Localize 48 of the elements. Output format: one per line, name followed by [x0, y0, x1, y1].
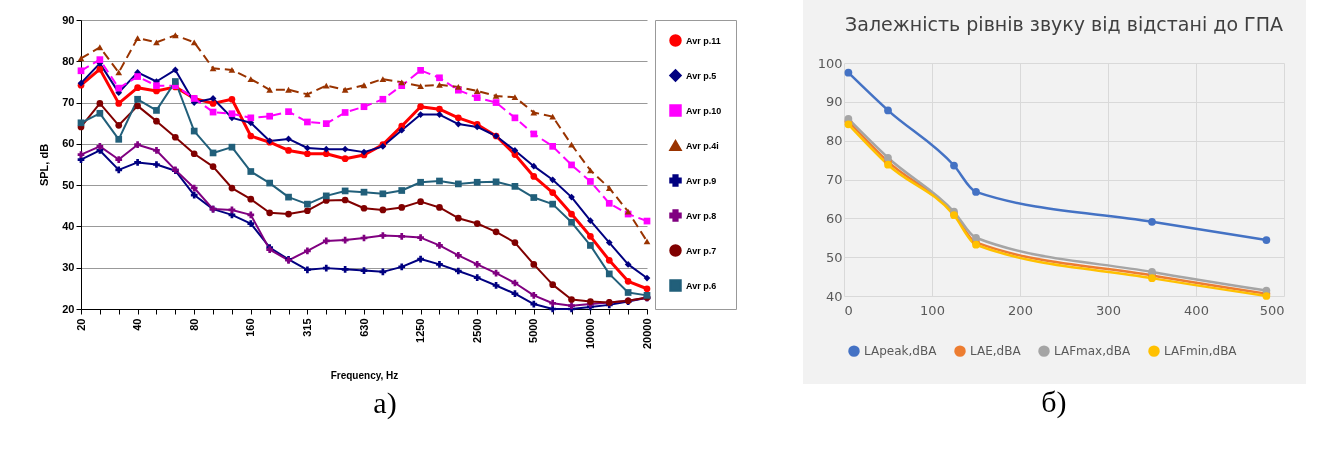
x-tick-label: 10000 — [583, 318, 596, 350]
x-tick-label: 315 — [300, 318, 313, 337]
x-tick-label: 400 — [1183, 302, 1209, 318]
y-tick-label: 40 — [61, 219, 74, 232]
legend-label: Avr p.4i — [685, 140, 719, 151]
text: а) — [373, 386, 397, 419]
x-tick-label: 80 — [187, 318, 200, 331]
x-tick-label: 5000 — [526, 318, 539, 343]
legend-label: Avr p.6 — [685, 280, 716, 291]
chart-title: Залежність рівнів звуку від відстані до ГПА — [844, 13, 1283, 35]
y-tick-label: 60 — [61, 137, 74, 150]
legend-label: Avr p.9 — [685, 175, 716, 186]
x-tick-label: 2500 — [470, 318, 483, 343]
text: б) — [1041, 385, 1067, 418]
y-tick-label: 30 — [61, 261, 74, 274]
y-tick-label: 60 — [825, 210, 842, 226]
y-tick-label: 50 — [61, 178, 74, 191]
x-tick-label: 160 — [243, 318, 256, 337]
legend-label: Avr p.8 — [685, 210, 716, 221]
y-tick-label: 90 — [61, 13, 74, 26]
x-tick-label: 0 — [844, 302, 853, 318]
y-tick-label: 40 — [825, 288, 842, 304]
x-tick-label: 200 — [1007, 302, 1033, 318]
y-tick-label: 80 — [825, 133, 842, 149]
x-tick-label: 300 — [1095, 302, 1121, 318]
x-axis-title: Frequency, Hz — [330, 370, 398, 382]
y-tick-label: 50 — [825, 249, 842, 265]
legend-label: Avr p.5 — [685, 70, 716, 81]
x-tick-label: 20 — [74, 318, 86, 331]
legend-label: Avr p.7 — [685, 245, 716, 256]
y-tick-label: 80 — [61, 54, 74, 67]
x-tick-label: 500 — [1259, 302, 1284, 318]
legend-label: LAFmin,dBA — [1163, 344, 1237, 359]
legend-label: LApeak,dBA — [863, 344, 937, 359]
y-tick-label: 70 — [825, 172, 842, 187]
x-tick-label: 20000 — [640, 318, 652, 350]
legend-label: LAFmax,dBA — [1053, 344, 1131, 359]
x-tick-label: 40 — [130, 318, 143, 331]
x-tick-label: 630 — [357, 318, 369, 337]
legend-label: Avr p.10 — [685, 105, 721, 116]
y-tick-label: 70 — [61, 96, 74, 109]
x-tick-label: 100 — [919, 302, 945, 318]
y-tick-label: 90 — [825, 94, 842, 110]
y-tick-label: 100 — [817, 55, 842, 71]
legend-label: LAE,dBA — [969, 344, 1021, 359]
y-axis-title: SPL, dB — [37, 143, 50, 187]
x-tick-label: 1250 — [413, 318, 426, 343]
legend-label: Avr p.11 — [685, 35, 721, 46]
